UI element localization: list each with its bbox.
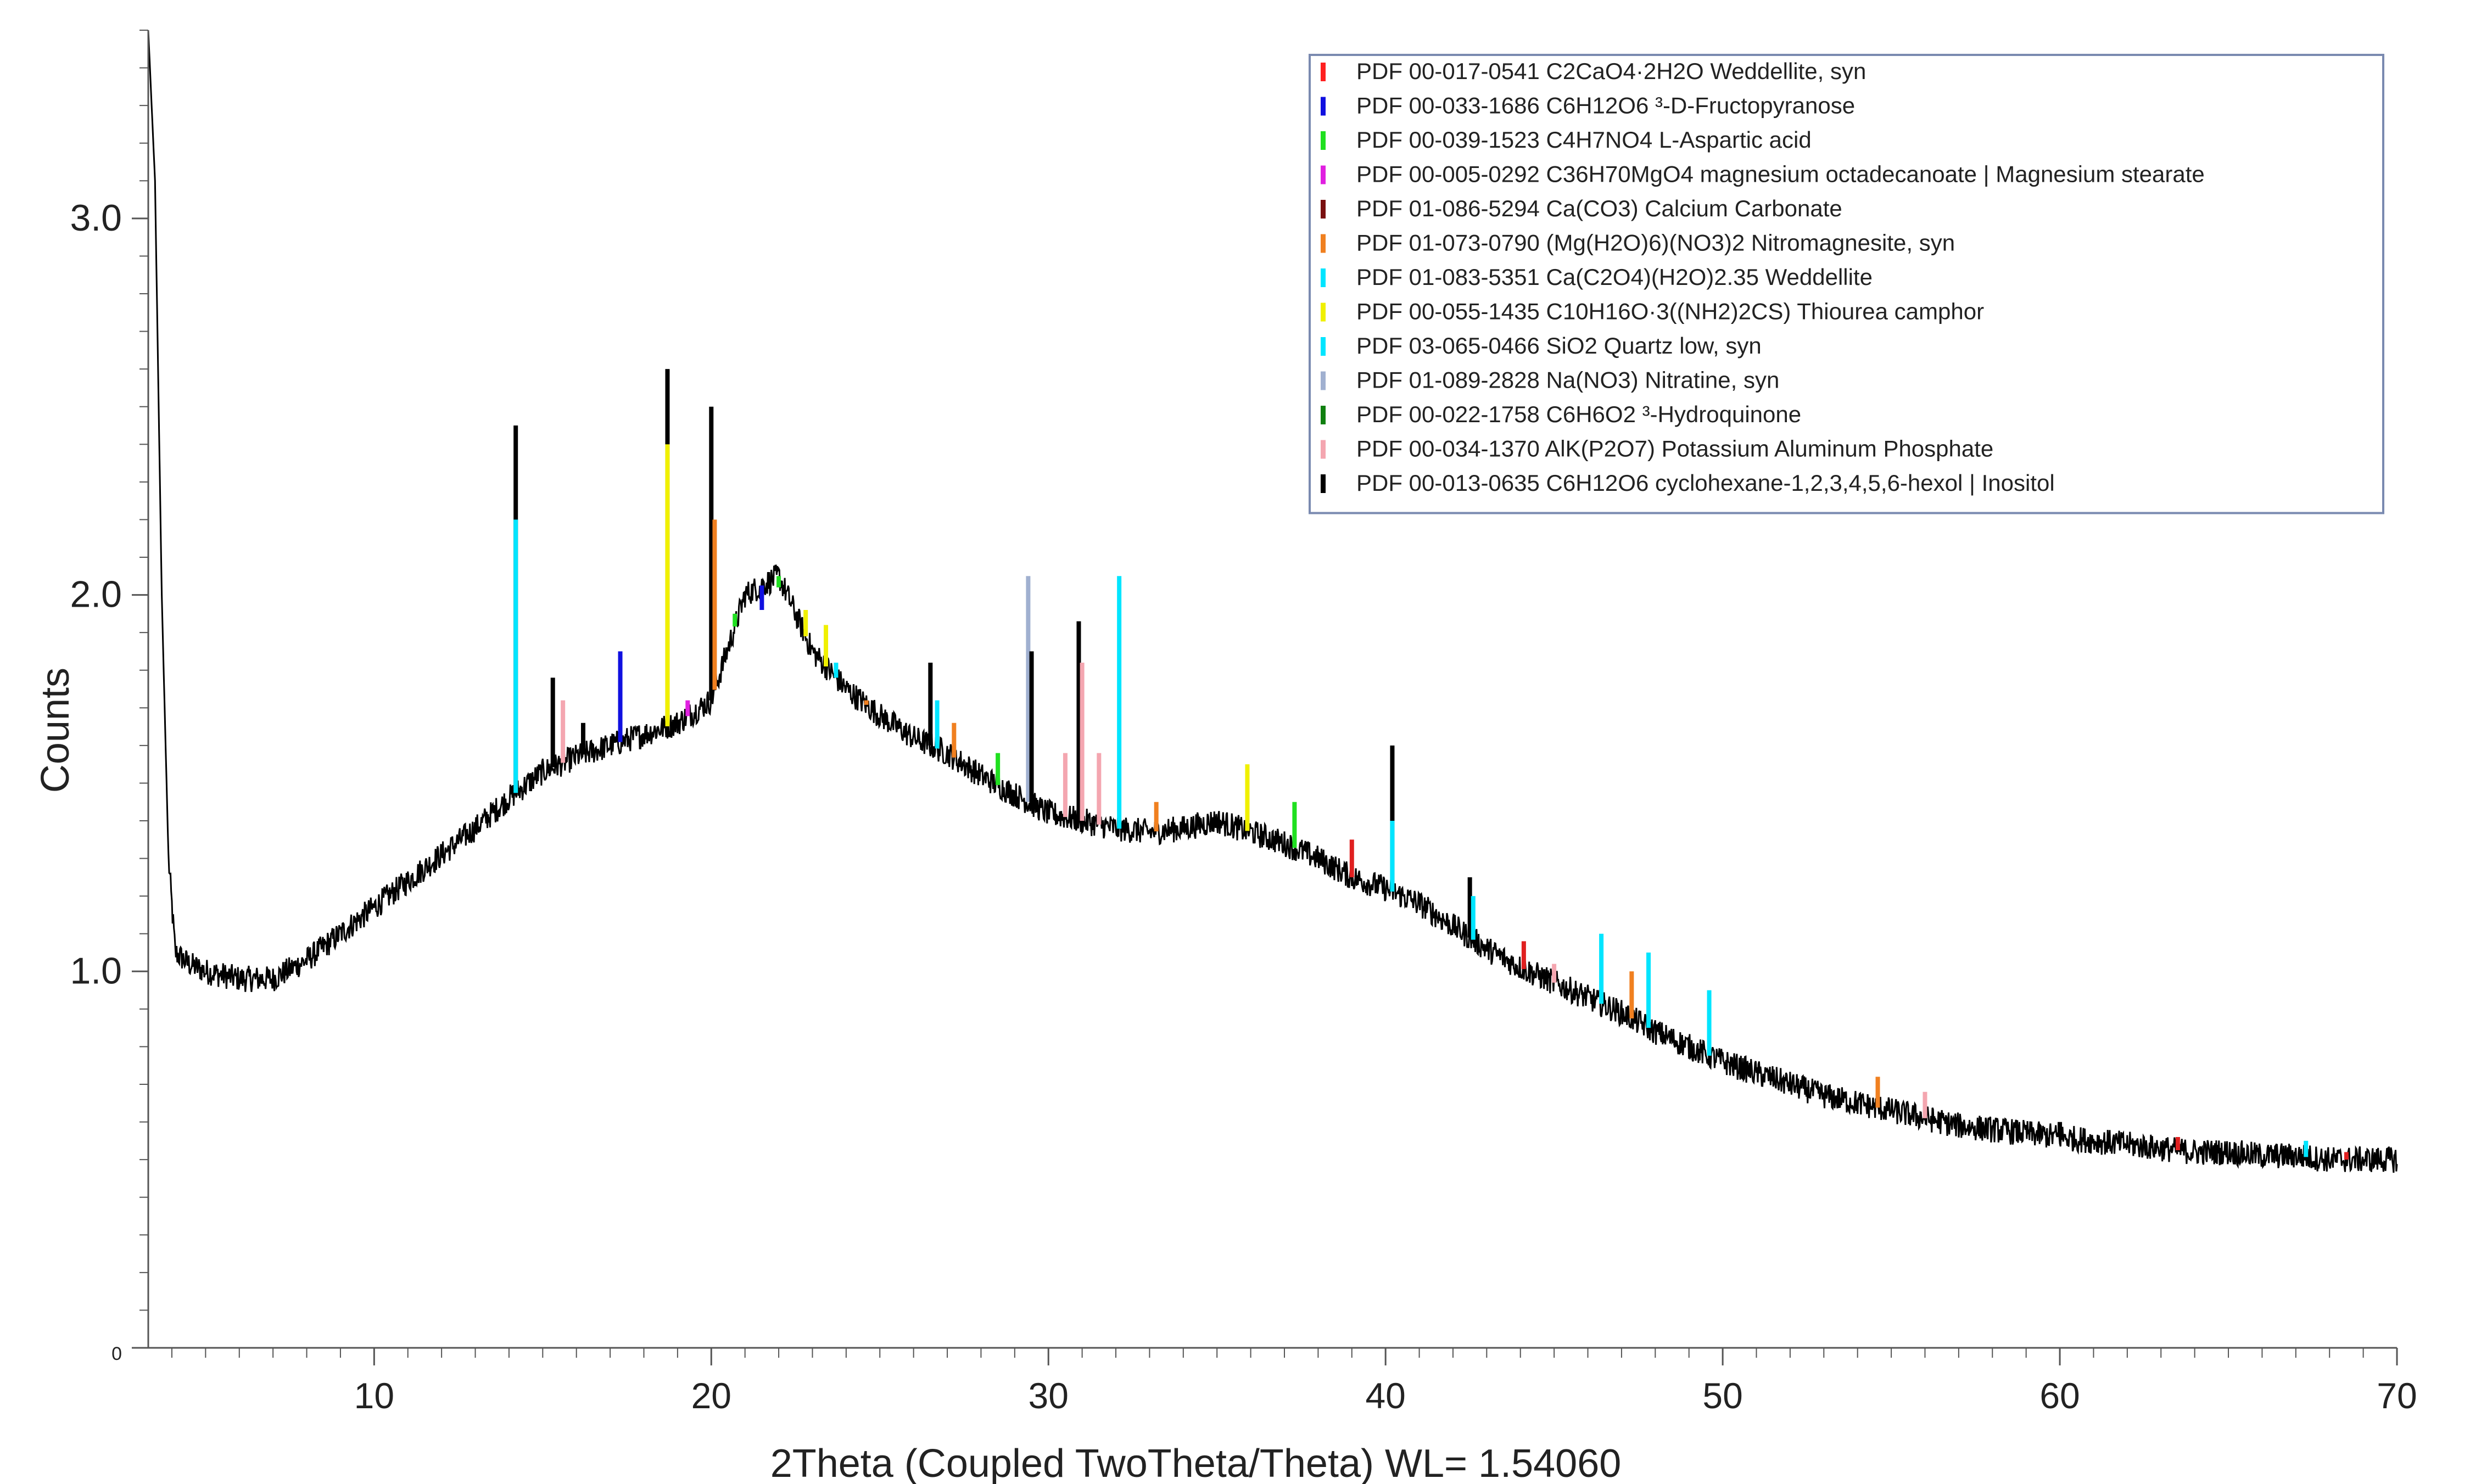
x-tick-label: 30 (1029, 1375, 1069, 1416)
plot-area (147, 30, 2398, 1173)
x-tick-label: 40 (1365, 1375, 1405, 1416)
x-tick-label: 70 (2377, 1375, 2417, 1416)
legend-swatch (1321, 371, 1326, 390)
legend-entry-label[interactable]: PDF 00-033-1686 C6H12O6 ³-D-Fructopyrano… (1356, 93, 1855, 119)
legend-entry-label[interactable]: PDF 01-083-5351 Ca(C2O4)(H2O)2.35 Weddel… (1356, 264, 1873, 290)
legend-swatch (1321, 63, 1326, 81)
y-tick-label: 1.0 (70, 950, 122, 992)
x-tick-label: 60 (2039, 1375, 2080, 1416)
legend-entry-label[interactable]: PDF 00-017-0541 C2CaO4·2H2O Weddellite, … (1356, 58, 1866, 84)
y-tick-label: 3.0 (70, 197, 122, 239)
y-tick-label: 0 (111, 1343, 122, 1364)
legend-entry-label[interactable]: PDF 00-039-1523 C4H7NO4 L-Aspartic acid (1356, 127, 1812, 153)
legend-swatch (1321, 234, 1326, 253)
legend-entry-label[interactable]: PDF 01-086-5294 Ca(CO3) Calcium Carbonat… (1356, 195, 1842, 221)
y-tick-label: 2.0 (70, 574, 122, 615)
legend-swatch (1321, 337, 1326, 356)
x-axis-title: 2Theta (Coupled TwoTheta/Theta) WL= 1.54… (770, 1442, 1622, 1484)
legend-box (1309, 54, 2384, 514)
legend-swatch (1321, 474, 1326, 493)
x-tick-label: 50 (1702, 1375, 1742, 1416)
legend-swatch (1321, 440, 1326, 459)
legend-entry-label[interactable]: PDF 00-034-1370 AlK(P2O7) Potassium Alum… (1356, 436, 1993, 462)
x-tick-label: 10 (354, 1375, 394, 1416)
legend-swatch (1321, 303, 1326, 322)
legend-entry-label[interactable]: PDF 00-005-0292 C36H70MgO4 magnesium oct… (1356, 161, 2205, 187)
legend-swatch (1321, 200, 1326, 219)
axes: 0 1.0 2.0 3.0 10 20 30 40 50 60 70 2Theta (Coupled … (33, 30, 2417, 1484)
legend-swatch (1321, 131, 1326, 150)
legend-entry-label[interactable]: PDF 01-089-2828 Na(NO3) Nitratine, syn (1356, 367, 1779, 393)
legend-swatch (1321, 268, 1326, 287)
legend-swatch (1321, 165, 1326, 184)
legend-entry-label[interactable]: PDF 01-073-0790 (Mg(H2O)6)(NO3)2 Nitroma… (1356, 230, 1955, 256)
legend-entry-label[interactable]: PDF 00-022-1758 C6H6O2 ³-Hydroquinone (1356, 401, 1801, 427)
x-tick-label: 20 (691, 1375, 731, 1416)
legend-swatch (1321, 97, 1326, 116)
legend-entry-label[interactable]: PDF 03-065-0466 SiO2 Quartz low, syn (1356, 333, 1762, 359)
legend-entry-label[interactable]: PDF 00-055-1435 C10H16O·3((NH2)2CS) Thio… (1356, 299, 1984, 324)
legend[interactable]: PDF 00-017-0541 C2CaO4·2H2O Weddellite, … (1309, 54, 2384, 514)
y-axis-title: Counts (33, 668, 77, 793)
legend-entry-label[interactable]: PDF 00-013-0635 C6H12O6 cyclohexane-1,2,… (1356, 470, 2055, 496)
legend-swatch (1321, 406, 1326, 424)
measured-pattern-line (147, 30, 2398, 1173)
